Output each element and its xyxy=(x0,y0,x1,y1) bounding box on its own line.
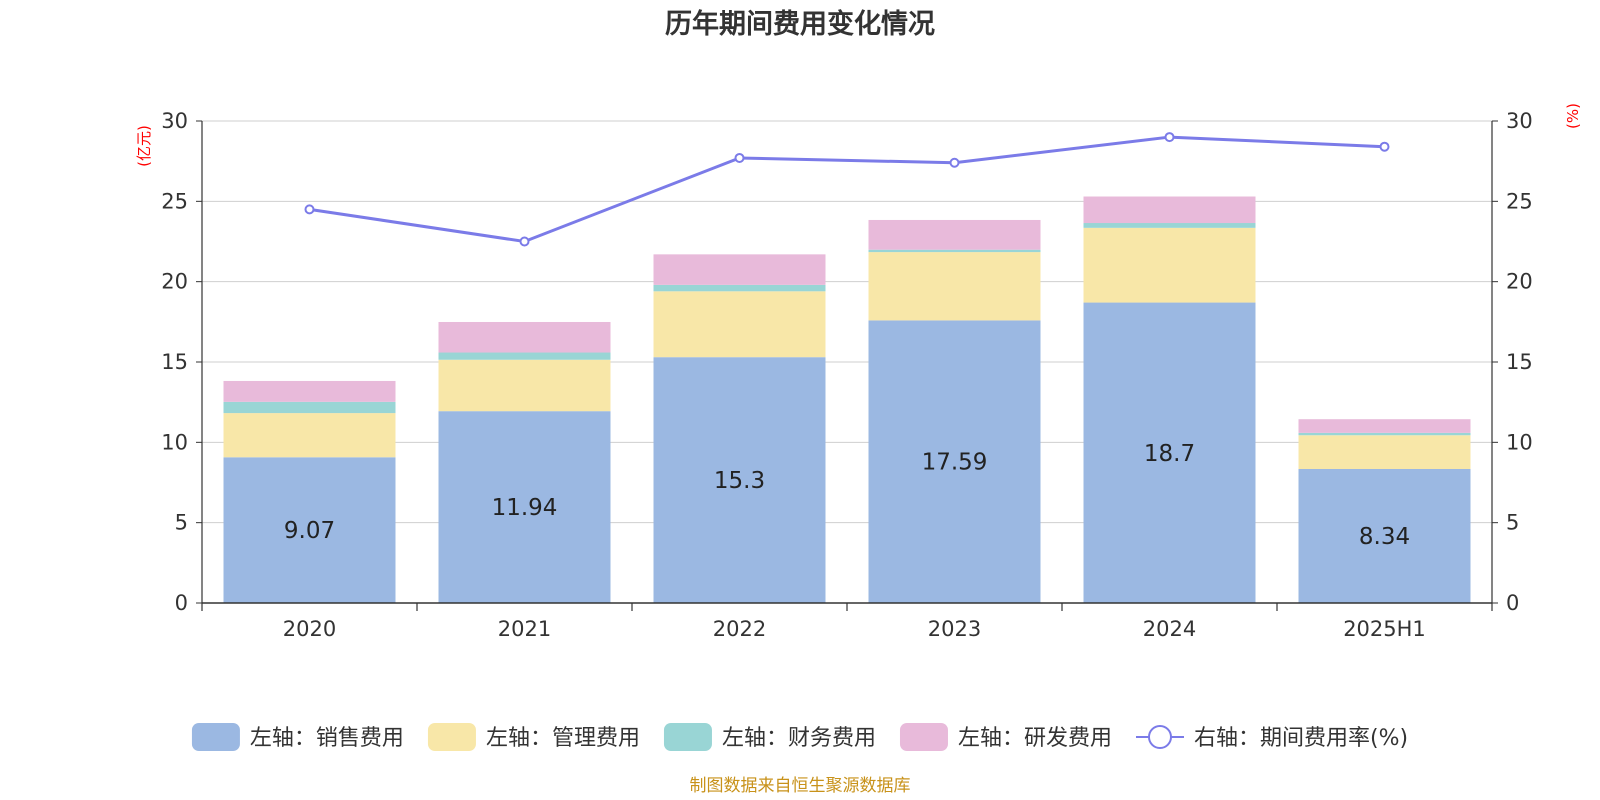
bar-segment xyxy=(1298,469,1471,603)
right-tick-label: 20 xyxy=(1506,270,1533,294)
legend-label: 左轴：销售费用 xyxy=(250,726,404,751)
legend-swatch xyxy=(899,723,948,751)
right-tick-label: 25 xyxy=(1506,189,1533,213)
rate-point xyxy=(304,204,315,215)
left-tick-label: 5 xyxy=(175,511,188,535)
bar-segment xyxy=(1083,196,1256,224)
bar-segment xyxy=(223,380,396,402)
line-series xyxy=(304,132,1390,247)
rate-point xyxy=(734,152,745,163)
right-axis-unit: (%) xyxy=(1564,103,1582,129)
left-tick-label: 15 xyxy=(161,350,188,374)
x-tick-label: 2023 xyxy=(928,617,981,641)
chart-title: 历年期间费用变化情况 xyxy=(665,8,935,40)
bar-segment xyxy=(1298,419,1471,433)
legend-label: 左轴：管理费用 xyxy=(486,726,640,751)
bar-segment xyxy=(438,321,611,353)
x-tick-label: 2021 xyxy=(498,617,551,641)
bar-segment xyxy=(223,457,396,603)
bar-segment xyxy=(1083,227,1256,303)
rate-point xyxy=(1379,141,1390,152)
bar-series: 9.07 11.94 15.3 17.59 18.7 8.34 xyxy=(223,196,1471,603)
x-tick-label: 2024 xyxy=(1143,617,1196,641)
x-tick-label: 2025H1 xyxy=(1343,617,1426,641)
left-tick-label: 30 xyxy=(161,109,188,133)
bar-segment xyxy=(438,411,611,603)
legend-swatch xyxy=(427,723,476,751)
bar-segment xyxy=(653,291,826,358)
left-tick-label: 25 xyxy=(161,189,188,213)
bar-segment xyxy=(1083,223,1256,228)
bar-segment xyxy=(868,219,1041,250)
bar-segment xyxy=(653,284,826,292)
right-tick-label: 10 xyxy=(1506,430,1533,454)
bar-data-label: 18.7 xyxy=(1144,441,1195,467)
bar-segment xyxy=(868,320,1041,603)
bar-segment xyxy=(438,359,611,412)
axes: 0 5 10 15 20 25 30 0 5 10 15 20 25 30 (亿元) (%) 2020 2021 2… xyxy=(135,103,1582,641)
bar-data-label: 11.94 xyxy=(492,495,558,521)
left-tick-label: 0 xyxy=(175,591,188,615)
legend-swatch xyxy=(663,723,712,751)
source-note: 制图数据来自恒生聚源数据库 xyxy=(690,776,911,796)
rate-line xyxy=(309,135,1385,244)
rate-point xyxy=(949,157,960,168)
right-tick-label: 5 xyxy=(1506,511,1519,535)
legend-label: 左轴：研发费用 xyxy=(958,726,1112,751)
bar-segment xyxy=(223,413,396,458)
legend-marker xyxy=(1147,725,1172,749)
right-tick-label: 30 xyxy=(1506,109,1533,133)
bar-segment xyxy=(653,357,826,603)
legend-label: 左轴：财务费用 xyxy=(722,726,876,751)
gridlines xyxy=(202,120,1492,524)
x-tick-label: 2020 xyxy=(283,617,336,641)
rate-point xyxy=(519,236,530,247)
bar-segment xyxy=(1298,432,1471,436)
bar-segment xyxy=(223,401,396,414)
right-tick-label: 15 xyxy=(1506,350,1533,374)
bar-data-label: 8.34 xyxy=(1359,524,1410,550)
bar-data-label: 17.59 xyxy=(922,450,988,476)
legend-swatch xyxy=(191,723,240,751)
bar-segment xyxy=(868,249,1041,253)
bar-data-label: 15.3 xyxy=(714,468,765,494)
bar-segment xyxy=(1083,302,1256,603)
bar-segment xyxy=(653,254,826,285)
legend: 左轴：销售费用 左轴：管理费用 左轴：财务费用 左轴：研发费用 右轴：期间费用率(%) xyxy=(191,723,1408,751)
bar-segment xyxy=(868,252,1041,321)
left-axis-unit: (亿元) xyxy=(135,125,153,167)
right-tick-label: 0 xyxy=(1506,591,1519,615)
left-tick-label: 20 xyxy=(161,270,188,294)
rate-point xyxy=(1164,132,1175,143)
legend-label: 右轴：期间费用率(%) xyxy=(1194,726,1408,751)
bar-segment xyxy=(1298,435,1471,470)
left-tick-label: 10 xyxy=(161,430,188,454)
x-tick-label: 2022 xyxy=(713,617,766,641)
bar-segment xyxy=(438,352,611,360)
bar-data-label: 9.07 xyxy=(284,518,335,544)
